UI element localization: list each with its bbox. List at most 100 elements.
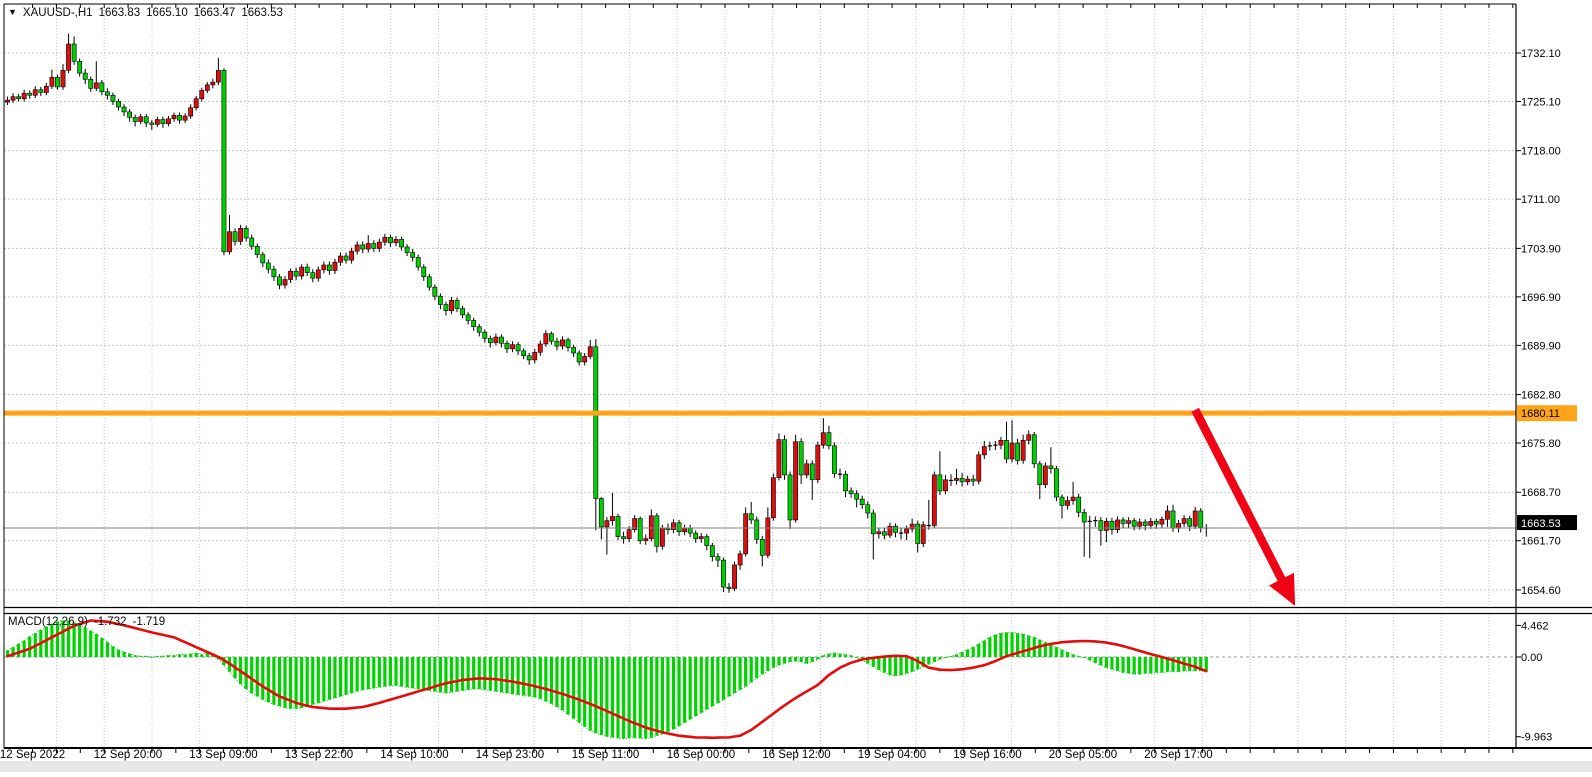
candle-bullish[interactable]	[743, 513, 749, 555]
candle-bearish[interactable]	[676, 522, 682, 533]
candle-bearish[interactable]	[149, 122, 155, 125]
candle-bullish[interactable]	[1104, 521, 1109, 531]
candle-bearish[interactable]	[1098, 520, 1104, 531]
candle-bullish[interactable]	[365, 243, 371, 250]
candle-bearish[interactable]	[865, 504, 871, 514]
candle-bearish[interactable]	[437, 295, 443, 305]
candle-bullish[interactable]	[1165, 510, 1170, 520]
candle-bullish[interactable]	[793, 441, 798, 521]
candle-bearish[interactable]	[487, 338, 493, 343]
candle-bearish[interactable]	[571, 347, 576, 354]
candle-bullish[interactable]	[954, 478, 959, 481]
candle-bullish[interactable]	[815, 444, 821, 481]
candle-bearish[interactable]	[127, 111, 132, 118]
candle-bullish[interactable]	[887, 525, 893, 536]
candle-bearish[interactable]	[1153, 521, 1159, 525]
trend-arrow-shaft[interactable]	[1191, 407, 1288, 587]
candle-bullish[interactable]	[60, 70, 66, 88]
candle-bullish[interactable]	[671, 522, 676, 530]
candle-bullish[interactable]	[171, 115, 177, 120]
candle-bearish[interactable]	[1004, 439, 1009, 460]
candle-bullish[interactable]	[338, 255, 343, 263]
candle-bullish[interactable]	[820, 432, 826, 446]
candle-bearish[interactable]	[893, 525, 898, 533]
candle-bearish[interactable]	[637, 518, 643, 542]
candle-bullish[interactable]	[32, 89, 38, 96]
candle-bearish[interactable]	[432, 286, 438, 297]
candle-bearish[interactable]	[1037, 463, 1043, 485]
candle-bearish[interactable]	[77, 61, 83, 74]
candle-bearish[interactable]	[843, 473, 848, 492]
candle-bullish[interactable]	[227, 231, 232, 253]
candle-bullish[interactable]	[770, 477, 776, 519]
candle-bearish[interactable]	[915, 523, 921, 544]
candle-bearish[interactable]	[1120, 519, 1126, 524]
candle-bearish[interactable]	[116, 101, 121, 108]
candle-bearish[interactable]	[687, 527, 693, 534]
candle-bearish[interactable]	[260, 254, 266, 264]
candle-bullish[interactable]	[1026, 434, 1032, 441]
candle-bullish[interactable]	[349, 250, 354, 261]
candle-bullish[interactable]	[449, 300, 454, 312]
candle-bearish[interactable]	[243, 227, 249, 239]
candle-bullish[interactable]	[659, 527, 665, 547]
candle-bearish[interactable]	[615, 516, 621, 537]
candle-bearish[interactable]	[1081, 512, 1087, 523]
candle-bullish[interactable]	[560, 339, 565, 347]
candle-bullish[interactable]	[166, 118, 171, 124]
candle-bearish[interactable]	[693, 532, 699, 539]
candle-bearish[interactable]	[16, 96, 21, 100]
candle-bearish[interactable]	[99, 82, 105, 93]
candle-bullish[interactable]	[587, 346, 593, 357]
candle-bullish[interactable]	[1009, 442, 1015, 460]
candle-bullish[interactable]	[604, 520, 610, 528]
candle-bullish[interactable]	[299, 266, 305, 277]
candle-bearish[interactable]	[1015, 442, 1020, 461]
candle-bullish[interactable]	[931, 474, 937, 526]
candle-bullish[interactable]	[998, 439, 1004, 446]
candle-bullish[interactable]	[282, 279, 288, 286]
candle-bearish[interactable]	[404, 246, 410, 253]
candle-bearish[interactable]	[38, 89, 44, 93]
candle-bullish[interactable]	[737, 553, 743, 566]
candle-bearish[interactable]	[454, 300, 460, 309]
candle-bullish[interactable]	[776, 439, 782, 478]
candle-bearish[interactable]	[787, 474, 793, 521]
candle-bearish[interactable]	[399, 239, 404, 248]
candle-bullish[interactable]	[976, 454, 982, 482]
candle-bullish[interactable]	[43, 85, 49, 93]
candle-bullish[interactable]	[1020, 439, 1026, 461]
candle-bullish[interactable]	[1115, 519, 1120, 530]
candle-bearish[interactable]	[293, 270, 299, 277]
candle-bearish[interactable]	[1031, 434, 1037, 465]
candle-bullish[interactable]	[10, 96, 16, 101]
candle-bearish[interactable]	[304, 266, 310, 273]
candle-bearish[interactable]	[271, 268, 277, 278]
candle-bearish[interactable]	[798, 441, 804, 476]
candle-bullish[interactable]	[66, 43, 71, 71]
candle-bearish[interactable]	[143, 116, 149, 124]
candle-bearish[interactable]	[848, 490, 854, 494]
candle-bullish[interactable]	[698, 536, 704, 539]
candle-bearish[interactable]	[881, 531, 887, 536]
candle-bearish[interactable]	[265, 262, 271, 270]
candle-bearish[interactable]	[160, 119, 166, 124]
candle-bearish[interactable]	[249, 237, 255, 247]
candle-bullish[interactable]	[21, 92, 27, 100]
candle-bearish[interactable]	[970, 478, 976, 482]
candle-bearish[interactable]	[476, 326, 482, 333]
candle-bullish[interactable]	[199, 90, 205, 100]
candle-bearish[interactable]	[565, 339, 571, 348]
candle-bullish[interactable]	[582, 356, 588, 363]
candle-bullish[interactable]	[1159, 518, 1165, 525]
candle-bearish[interactable]	[121, 106, 127, 113]
candle-bearish[interactable]	[809, 463, 815, 481]
candle-bullish[interactable]	[1181, 518, 1187, 524]
candle-bearish[interactable]	[521, 350, 527, 357]
candle-bullish[interactable]	[182, 115, 188, 121]
candle-bullish[interactable]	[920, 524, 926, 544]
candle-bearish[interactable]	[709, 545, 715, 557]
candle-bullish[interactable]	[354, 244, 360, 252]
candle-bullish[interactable]	[909, 523, 915, 530]
